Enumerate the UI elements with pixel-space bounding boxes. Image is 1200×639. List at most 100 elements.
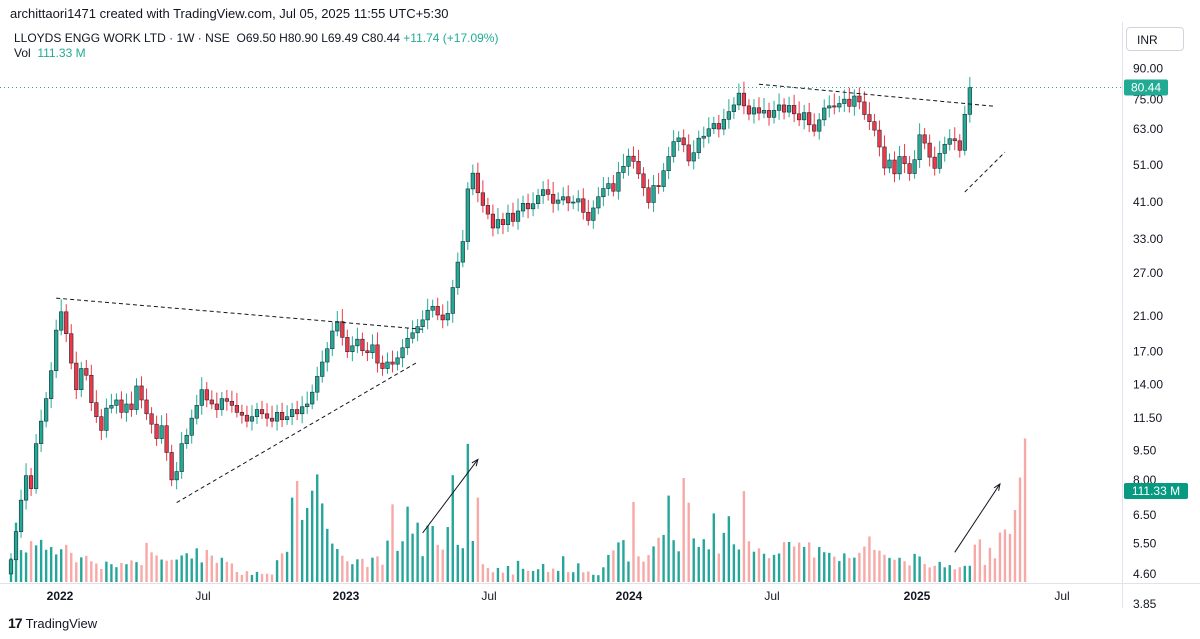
candle-body (957, 140, 962, 151)
candle-body (234, 405, 240, 413)
candle-body (114, 399, 119, 406)
volume-bar (682, 478, 685, 582)
candle-body (159, 425, 164, 439)
y-tick-label: 41.00 (1133, 195, 1163, 209)
volume-bar (772, 554, 776, 582)
candle-body (621, 165, 626, 173)
volume-bar (411, 533, 414, 582)
x-tick-label: 2024 (616, 589, 643, 603)
candle-body (44, 398, 49, 422)
candle-body (786, 105, 792, 113)
candle-body (69, 333, 74, 364)
candle-body (606, 183, 611, 189)
volume-bar (757, 548, 761, 582)
volume-bar (110, 564, 113, 582)
volume-bar (737, 549, 741, 582)
candle-body (345, 337, 350, 353)
volume-bar (19, 550, 23, 582)
volume-arrow (954, 483, 1001, 553)
volume-bar (491, 572, 495, 582)
candle-body (199, 389, 204, 406)
volume-bar (627, 561, 630, 582)
currency-button[interactable]: INR (1126, 27, 1184, 51)
candle-body (74, 362, 79, 390)
candle-body (64, 311, 69, 335)
volume-bar (622, 540, 625, 582)
volume-bar (120, 563, 123, 582)
tradingview-brand[interactable]: 17 TradingView (8, 615, 97, 631)
volume-bar (521, 568, 525, 582)
volume-bar (70, 552, 73, 582)
volume-bar (983, 564, 987, 582)
volume-bar (255, 571, 259, 582)
volume-bar (65, 544, 68, 582)
x-tick-label: Jul (481, 589, 496, 603)
candle-body (284, 416, 290, 420)
candle-body (229, 400, 234, 406)
volume-bar (44, 549, 48, 582)
volume-bar (873, 549, 876, 582)
candle-body (279, 412, 285, 420)
volume-bar (100, 568, 103, 582)
candle-body (259, 409, 265, 415)
candle-body (872, 121, 877, 131)
volume-bar (305, 507, 309, 582)
volume-bar (29, 541, 33, 582)
volume-bar (451, 475, 454, 582)
volume-bar (722, 532, 726, 582)
volume-bar (205, 549, 208, 582)
volume-bar (145, 542, 148, 582)
volume-bar (883, 554, 886, 582)
volume-bar (376, 556, 379, 582)
candle-body (842, 98, 847, 104)
candle-body (530, 203, 536, 210)
candle-body (179, 443, 184, 472)
candle-body (480, 192, 485, 206)
volume-bar (215, 562, 219, 582)
volume-bar (742, 491, 746, 582)
volume-bar (797, 542, 801, 582)
candle-body (335, 321, 340, 332)
volume-bar (170, 559, 173, 582)
volume-bar (1018, 477, 1022, 582)
candle-body (571, 201, 576, 204)
volume-bar (617, 542, 620, 582)
candle-body (746, 105, 752, 115)
candle-body (631, 155, 636, 162)
volume-bar (592, 574, 595, 582)
volume-bar (707, 549, 710, 582)
candle-body (164, 425, 169, 453)
volume-bar (913, 553, 916, 582)
volume-bar (331, 543, 334, 582)
candle-body (701, 135, 706, 139)
volume-bar (24, 552, 28, 582)
candle-body (18, 499, 24, 532)
volume-bar (833, 556, 836, 582)
volume-bar (863, 546, 866, 582)
volume-bar (481, 564, 485, 582)
y-tick-label: 33.00 (1133, 232, 1163, 246)
volume-bar (577, 563, 580, 582)
candle-body (370, 344, 375, 354)
volume-bar (265, 573, 269, 582)
volume-bar (767, 558, 771, 582)
candle-body (380, 362, 385, 369)
volume-bar (130, 560, 133, 582)
candle-body (224, 398, 229, 402)
volume-bar (551, 568, 555, 582)
volume-bar (752, 551, 756, 582)
candle-body (124, 403, 129, 413)
candle-body (651, 185, 656, 203)
candle-body (274, 412, 280, 422)
candle-body (776, 104, 782, 111)
candle-body (857, 95, 862, 103)
volume-bar (295, 480, 299, 582)
symbol-legend[interactable]: LLOYDS ENGG WORK LTD · 1W · NSE O69.50 H… (14, 31, 498, 45)
y-tick-label: 9.50 (1133, 444, 1157, 458)
volume-legend[interactable]: Vol 111.33 M (14, 46, 86, 60)
volume-bar (125, 564, 128, 582)
candle-body (756, 107, 762, 114)
y-tick-label: 4.60 (1133, 567, 1157, 581)
volume-bar (667, 495, 670, 582)
